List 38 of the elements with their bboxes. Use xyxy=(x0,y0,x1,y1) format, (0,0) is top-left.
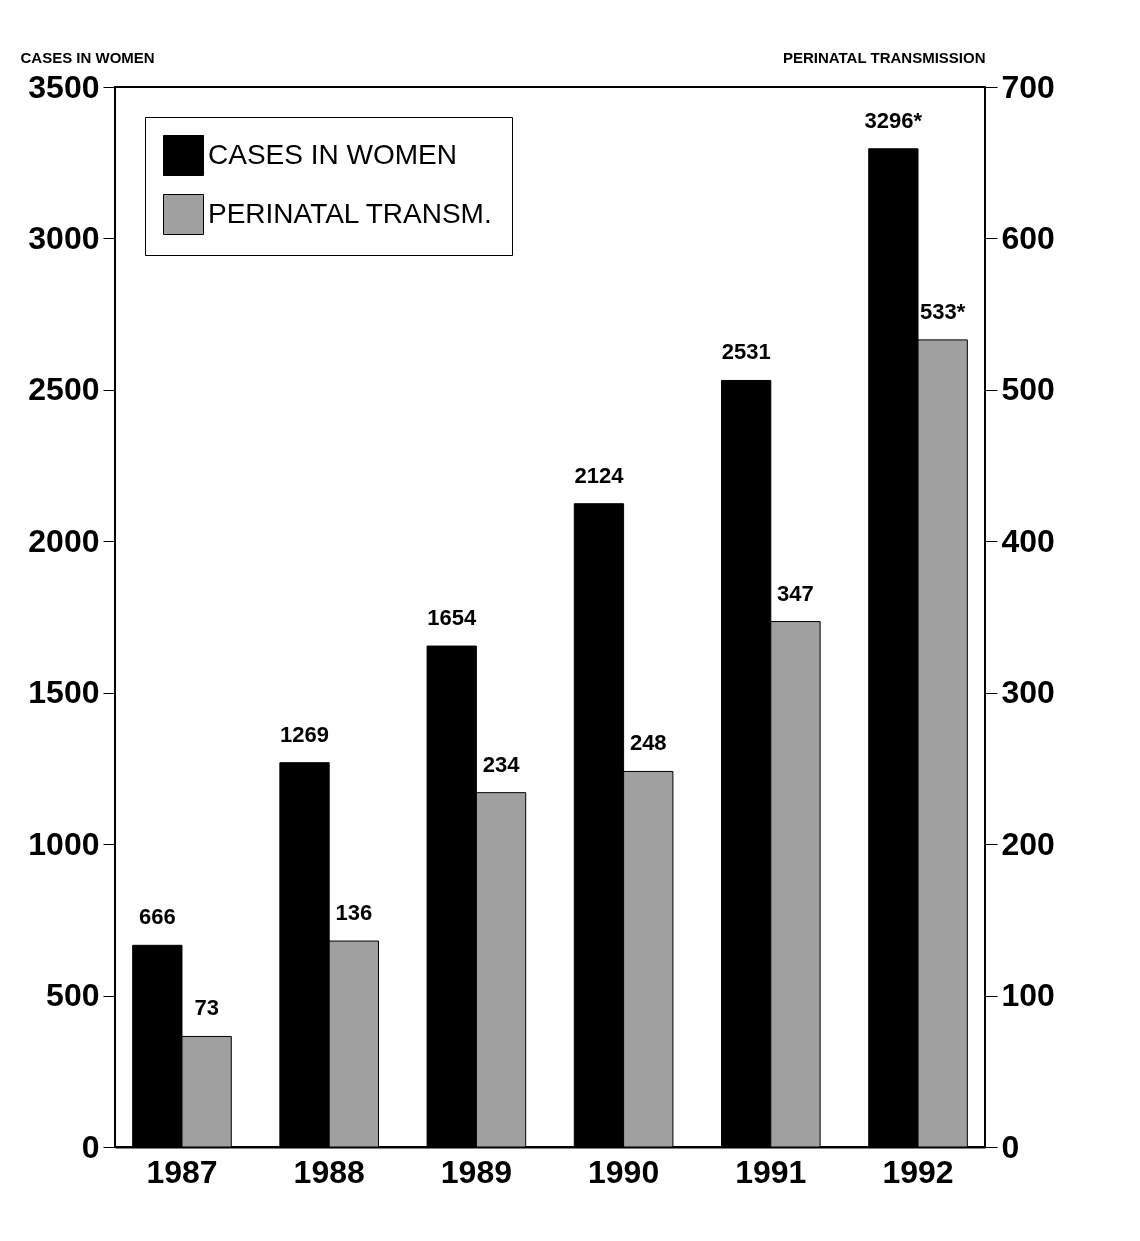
data-label: 234 xyxy=(482,751,521,777)
data-label: 136 xyxy=(335,900,373,926)
y-axis-title: CASES IN WOMEN xyxy=(20,48,155,66)
data-label: 1654 xyxy=(427,605,477,631)
y-tick-label: 500 xyxy=(46,977,100,1014)
y-tick-label: 1000 xyxy=(28,825,100,862)
y2-tick-label: 500 xyxy=(1001,371,1055,408)
y2-tick-label: 400 xyxy=(1001,522,1055,559)
data-label: 3296* xyxy=(864,107,923,133)
y-tick-label: 0 xyxy=(81,1128,100,1165)
data-label: 73 xyxy=(194,995,219,1021)
y2-tick-label: 700 xyxy=(1001,68,1055,105)
x-tick-label: 1989 xyxy=(440,1153,512,1190)
x-tick-label: 1992 xyxy=(882,1153,954,1190)
y2-tick-label: 200 xyxy=(1001,825,1055,862)
data-label: 248 xyxy=(629,730,667,756)
y-tick-label: 1500 xyxy=(28,674,100,711)
data-label: 1269 xyxy=(280,721,330,747)
y-tick-label: 3500 xyxy=(28,68,100,105)
x-tick-label: 1991 xyxy=(735,1153,807,1190)
y-tick-label: 2500 xyxy=(28,371,100,408)
data-label: 533* xyxy=(920,298,966,324)
data-label: 666 xyxy=(138,904,176,930)
y-tick-label: 2000 xyxy=(28,522,100,559)
y-tick-label: 3000 xyxy=(28,219,100,256)
x-tick-label: 1990 xyxy=(588,1153,660,1190)
y2-axis-title: PERINATAL TRANSMISSION xyxy=(782,48,986,66)
data-label: 2531 xyxy=(721,339,771,365)
legend-label: CASES IN WOMEN xyxy=(208,138,457,170)
y2-tick-label: 600 xyxy=(1001,219,1055,256)
x-tick-label: 1987 xyxy=(146,1153,218,1190)
y2-tick-label: 100 xyxy=(1001,977,1055,1014)
x-tick-label: 1988 xyxy=(293,1153,365,1190)
data-label: 347 xyxy=(777,580,814,606)
data-label: 2124 xyxy=(574,462,625,488)
y2-tick-label: 300 xyxy=(1001,674,1055,711)
y2-tick-label: 0 xyxy=(1001,1128,1020,1165)
legend-label: PERINATAL TRANSM. xyxy=(208,197,492,229)
